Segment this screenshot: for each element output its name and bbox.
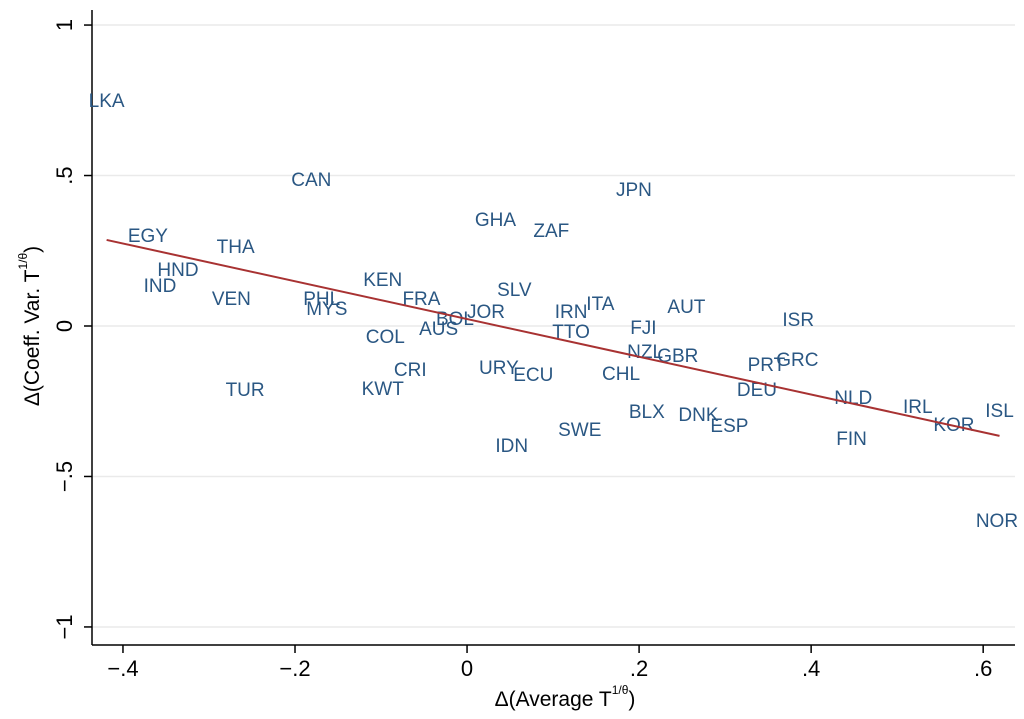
point-label: IND (144, 276, 177, 297)
point-label: BLX (629, 402, 665, 423)
x-label-text: Δ(Average T (495, 688, 612, 711)
point-label: ISR (782, 310, 814, 331)
x-tick-label: −.4 (107, 656, 138, 681)
x-tick-label: 0 (461, 656, 473, 681)
point-label: THA (217, 237, 255, 258)
x-tick-label: .2 (630, 656, 648, 681)
point-label: FIN (836, 429, 867, 450)
point-label: AUS (419, 319, 458, 340)
point-label: ZAF (533, 221, 569, 242)
y-label-text: Δ(Coeff. Var. T (21, 269, 44, 406)
point-label: CHL (602, 364, 640, 385)
y-tick-label: .5 (52, 166, 77, 184)
y-label-sup: 1/θ (16, 253, 30, 270)
point-label: ITA (586, 294, 614, 315)
point-label: TTO (552, 322, 590, 343)
point-label: IDN (495, 436, 528, 457)
point-label: FJI (630, 318, 656, 339)
point-label: CAN (291, 170, 331, 191)
point-label: NOR (976, 511, 1018, 532)
y-axis-label: Δ(Coeff. Var. T1/θ) (16, 246, 43, 406)
point-label: ISL (985, 401, 1014, 422)
point-label: LKA (89, 91, 125, 112)
point-label: KWT (362, 379, 405, 400)
y-label-close: ) (21, 246, 44, 253)
point-label: URY (479, 358, 519, 379)
point-label: SLV (497, 280, 532, 301)
x-axis-label: Δ(Average T1/θ) (495, 683, 636, 710)
y-tick-label: 0 (52, 320, 77, 332)
point-label: ESP (710, 416, 748, 437)
point-label: IRL (903, 397, 933, 418)
point-label: JOR (467, 302, 505, 323)
point-label: GRC (776, 350, 818, 371)
point-label: COL (366, 327, 405, 348)
point-label: MYS (306, 299, 347, 320)
point-label: FRA (402, 289, 440, 310)
fit-line (106, 238, 1000, 437)
point-label: NLD (834, 388, 872, 409)
point-label: JPN (616, 180, 652, 201)
x-tick-label: .4 (802, 656, 820, 681)
point-label: CRI (394, 360, 427, 381)
point-label: EGY (128, 226, 168, 247)
point-label: GBR (657, 346, 698, 367)
point-label: ECU (513, 365, 553, 386)
point-label: KEN (363, 270, 402, 291)
point-label: DNK (678, 405, 718, 426)
point-label: GHA (475, 210, 517, 231)
point-label: AUT (667, 297, 705, 318)
point-label: VEN (212, 289, 251, 310)
point-label: NZL (627, 342, 663, 363)
x-label-close: ) (628, 688, 635, 711)
point-label: TUR (226, 380, 265, 401)
y-tick-label: −.5 (52, 461, 77, 492)
point-label: IRN (555, 302, 588, 323)
x-tick-label: −.2 (279, 656, 310, 681)
x-tick-label: .6 (974, 656, 992, 681)
point-label: HND (157, 260, 198, 281)
point-label: SWE (558, 420, 601, 441)
y-tick-label: −1 (52, 614, 77, 639)
x-label-sup: 1/θ (612, 683, 629, 697)
y-tick-label: 1 (52, 19, 77, 31)
point-label: PHL (303, 289, 340, 310)
point-label: PRT (748, 355, 786, 376)
